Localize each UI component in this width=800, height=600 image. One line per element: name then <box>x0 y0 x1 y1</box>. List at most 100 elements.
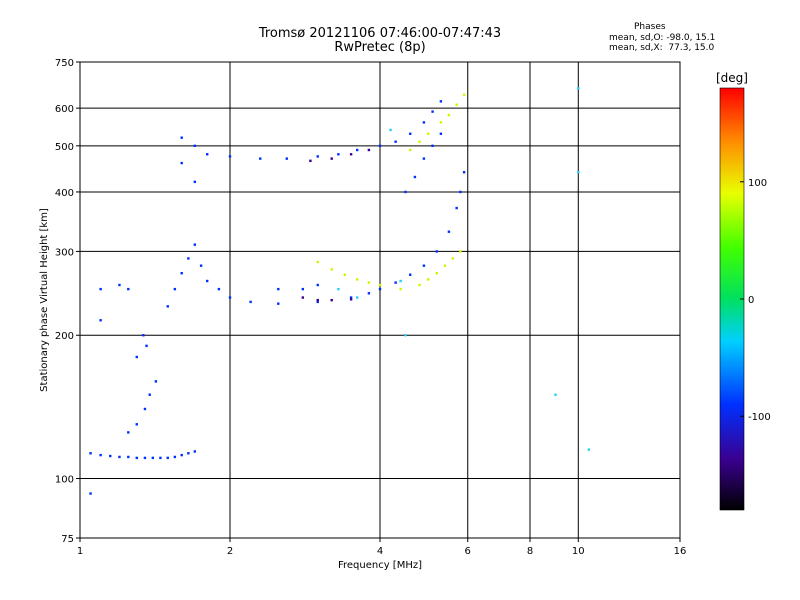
phase-heading: Phases <box>634 22 666 32</box>
data-point <box>166 456 169 460</box>
data-point <box>193 144 197 148</box>
data-point <box>180 272 183 275</box>
x-tick-label: 16 <box>674 546 687 557</box>
data-point <box>166 305 169 308</box>
data-point <box>455 103 458 106</box>
data-point <box>187 257 190 260</box>
data-point <box>447 113 451 117</box>
data-point <box>277 287 280 291</box>
data-point <box>587 448 591 451</box>
data-point <box>355 148 359 152</box>
data-point <box>180 453 183 457</box>
data-point <box>142 334 145 337</box>
axis-ticks: 1 2 4 6 8 10 16 75 100 200 300 400 500 600 750 <box>55 58 686 557</box>
data-point <box>180 161 183 165</box>
data-point <box>249 300 252 304</box>
data-point <box>399 279 402 283</box>
data-point <box>394 281 397 284</box>
data-point <box>413 175 417 179</box>
data-point <box>431 110 434 113</box>
data-point <box>394 140 397 143</box>
y-tick-label: 100 <box>55 475 74 486</box>
data-point <box>355 296 359 299</box>
data-point <box>173 287 177 291</box>
data-point <box>217 287 221 291</box>
x-tick-label: 4 <box>377 546 383 557</box>
colorbar-ticks: -100 0 100 <box>740 178 771 423</box>
data-point <box>330 157 333 160</box>
data-point <box>316 260 319 264</box>
data-point <box>277 302 280 305</box>
data-point <box>187 452 190 455</box>
data-point <box>316 298 319 302</box>
data-point <box>193 180 197 184</box>
x-tick-label: 2 <box>227 546 233 557</box>
y-tick-label: 750 <box>55 58 74 69</box>
data-point <box>349 298 353 301</box>
y-tick-label: 75 <box>61 534 74 545</box>
data-point <box>431 144 434 148</box>
data-point <box>378 283 382 287</box>
data-point <box>89 492 92 495</box>
data-point <box>349 153 353 156</box>
data-point <box>418 283 421 287</box>
x-axis-label: Frequency [MHz] <box>338 560 422 571</box>
data-point <box>135 456 138 460</box>
data-point <box>109 454 112 458</box>
y-tick-label: 500 <box>55 142 74 153</box>
data-point <box>554 393 557 396</box>
data-point <box>118 455 121 459</box>
data-point <box>367 148 371 152</box>
colorbar-tick-label: 0 <box>748 295 754 306</box>
data-point <box>462 93 466 96</box>
phase-stat-x: mean, sd,X: 77.3, 15.0 <box>609 43 715 53</box>
data-point <box>259 157 262 160</box>
data-point <box>148 393 151 396</box>
data-point <box>143 407 147 411</box>
data-point <box>459 250 462 253</box>
data-point <box>316 300 319 304</box>
data-point <box>118 283 121 287</box>
data-point <box>422 157 426 160</box>
data-point <box>404 190 407 194</box>
data-point <box>443 264 447 267</box>
data-point <box>193 243 197 246</box>
y-tick-label: 400 <box>55 188 74 199</box>
x-tick-label: 6 <box>465 546 471 557</box>
data-point <box>422 121 426 124</box>
data-point <box>285 157 288 160</box>
data-point <box>447 230 451 233</box>
data-point <box>309 159 312 163</box>
data-point <box>330 298 333 302</box>
data-point <box>316 155 319 158</box>
y-tick-label: 600 <box>55 104 74 115</box>
data-point <box>143 456 147 460</box>
data-point <box>127 431 130 434</box>
data-point <box>343 273 347 276</box>
data-point <box>435 250 438 253</box>
data-point <box>404 334 407 337</box>
data-point <box>577 87 580 90</box>
data-point <box>99 319 102 322</box>
data-point <box>205 153 209 156</box>
data-point <box>99 453 102 457</box>
data-point <box>159 456 162 460</box>
data-point <box>173 455 177 459</box>
phase-stat-o: mean, sd,O: -98.0, 15.1 <box>609 33 716 43</box>
data-point <box>439 100 443 103</box>
data-point <box>427 278 430 281</box>
data-point <box>451 257 455 260</box>
data-point <box>199 264 203 267</box>
data-point <box>399 287 402 291</box>
data-point <box>462 171 466 174</box>
data-point <box>349 296 353 299</box>
data-point <box>378 287 382 291</box>
data-point <box>355 278 359 281</box>
y-tick-label: 300 <box>55 247 74 258</box>
data-point <box>89 452 92 455</box>
data-point <box>205 279 209 283</box>
data-point <box>135 355 138 359</box>
data-point <box>337 287 340 291</box>
chart-title: Tromsø 20121106 07:46:00-07:47:43 <box>258 26 502 41</box>
